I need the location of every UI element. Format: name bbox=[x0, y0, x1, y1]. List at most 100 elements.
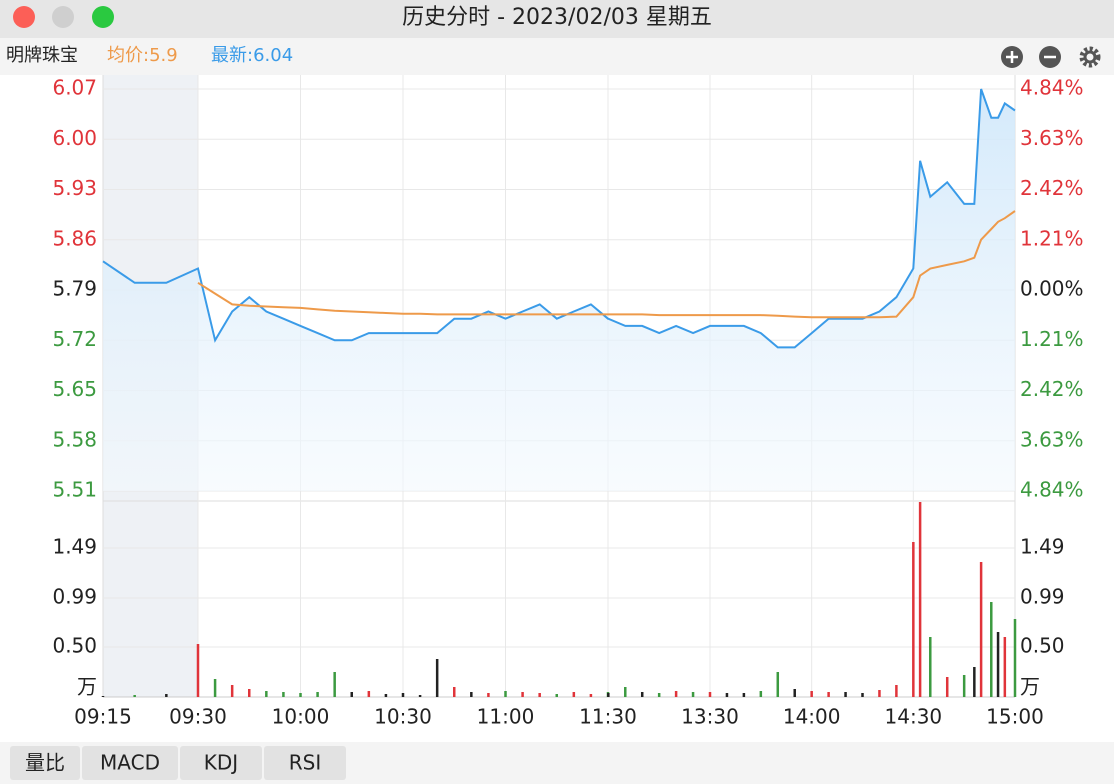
volume-bar bbox=[708, 692, 712, 697]
x-tick-label: 13:30 bbox=[681, 705, 739, 729]
x-tick-label: 10:30 bbox=[374, 705, 432, 729]
volume-bar bbox=[572, 692, 576, 697]
volume-bar bbox=[282, 692, 285, 697]
settings-button[interactable] bbox=[1079, 46, 1101, 68]
tab-background bbox=[82, 746, 178, 780]
y-tick-label: 5.79 bbox=[52, 277, 97, 301]
volume-bar bbox=[384, 694, 388, 697]
volume-bar bbox=[350, 692, 353, 697]
volume-tick-label: 1.49 bbox=[1020, 535, 1065, 559]
volume-bar bbox=[793, 689, 796, 697]
last-value: 6.04 bbox=[253, 45, 293, 66]
volume-bar bbox=[213, 679, 217, 697]
x-tick-label: 09:15 bbox=[74, 705, 132, 729]
tab[interactable]: 量比 bbox=[10, 746, 80, 780]
volume-bar bbox=[248, 689, 251, 697]
y-tick-label: 6.07 bbox=[52, 76, 97, 100]
volume-tick-label: 0.99 bbox=[1020, 585, 1065, 609]
volume-bar bbox=[133, 695, 136, 697]
volume-bar bbox=[844, 692, 847, 697]
close-button[interactable] bbox=[13, 6, 35, 28]
y-tick-label: 6.00 bbox=[52, 126, 97, 150]
stock-name: 明牌珠宝 bbox=[6, 45, 78, 66]
volume-bar bbox=[979, 562, 983, 697]
zoom-out-button[interactable] bbox=[1039, 46, 1061, 68]
volume-bar bbox=[453, 687, 456, 697]
zoom-in-button[interactable] bbox=[1001, 46, 1023, 68]
volume-bar bbox=[1003, 637, 1007, 697]
volume-tick-label: 0.50 bbox=[1020, 634, 1065, 658]
volume-bar bbox=[589, 694, 593, 697]
volume-bar bbox=[401, 693, 405, 697]
y-tick-label: 5.72 bbox=[52, 327, 97, 351]
volume-bar bbox=[810, 691, 813, 697]
volume-bar bbox=[196, 644, 200, 697]
volume-tick-label: 1.49 bbox=[52, 535, 97, 559]
y2-tick-label: 4.84% bbox=[1020, 478, 1084, 502]
volume-bar bbox=[640, 692, 644, 697]
avg-price: 均价:5.9 bbox=[107, 45, 178, 66]
y2-tick-label: 2.42% bbox=[1020, 176, 1084, 200]
volume-bar bbox=[945, 677, 949, 697]
avg-value: 5.9 bbox=[149, 45, 178, 66]
volume-bar bbox=[521, 692, 524, 697]
volume-bar bbox=[367, 691, 371, 697]
volume-bar bbox=[165, 694, 168, 697]
price-area bbox=[103, 89, 1015, 491]
last-price: 最新:6.04 bbox=[211, 45, 293, 66]
volume-bar bbox=[759, 691, 763, 697]
tab-background bbox=[180, 746, 262, 780]
volume-bar bbox=[691, 692, 695, 697]
volume-bar bbox=[538, 693, 541, 697]
volume-bar bbox=[265, 691, 268, 697]
y2-tick-label: 0.00% bbox=[1020, 277, 1084, 301]
zoom-button[interactable] bbox=[92, 6, 114, 28]
price-line bbox=[102, 88, 1016, 349]
title-bar bbox=[0, 0, 1114, 38]
chart: 6.07 6.00 5.93 5.86 5.79 5.72 5.65 5.58 5.51 4.84… bbox=[52, 75, 1084, 729]
tab[interactable]: KDJ bbox=[180, 746, 262, 780]
y-tick-label: 5.58 bbox=[52, 427, 97, 451]
y-tick-label: 5.51 bbox=[52, 478, 97, 502]
tab[interactable]: MACD bbox=[82, 746, 178, 780]
y2-tick-label: 3.63% bbox=[1020, 427, 1084, 451]
last-label: 最新: bbox=[211, 45, 253, 66]
volume-bar bbox=[990, 602, 993, 697]
volume-bar bbox=[230, 685, 234, 697]
x-tick-label: 14:00 bbox=[783, 705, 841, 729]
volume-bar bbox=[861, 693, 864, 697]
volume-bar bbox=[101, 696, 105, 697]
tabs: 量比 MACD KDJ RSI bbox=[10, 746, 346, 780]
volume-bar bbox=[725, 693, 729, 697]
y2-tick-label: 1.21% bbox=[1020, 327, 1084, 351]
minimize-button[interactable] bbox=[52, 6, 74, 28]
window-title: 历史分时 - 2023/02/03 星期五 bbox=[402, 5, 712, 30]
volume-bar bbox=[470, 692, 473, 697]
volume-bar bbox=[333, 672, 336, 697]
volume-bar bbox=[918, 502, 922, 697]
tab-label: RSI bbox=[289, 751, 322, 775]
volume-bar bbox=[674, 691, 678, 697]
y2-tick-label: 3.63% bbox=[1020, 126, 1084, 150]
tab[interactable]: RSI bbox=[264, 746, 346, 780]
volume-bar bbox=[962, 675, 966, 697]
volume-bar bbox=[435, 659, 439, 697]
x-tick-label: 10:00 bbox=[272, 705, 330, 729]
x-tick-label: 14:30 bbox=[885, 705, 943, 729]
x-tick-label: 11:00 bbox=[477, 705, 535, 729]
volume-bar bbox=[418, 695, 422, 697]
volume-unit: 万 bbox=[77, 675, 97, 699]
x-tick-label: 11:30 bbox=[579, 705, 637, 729]
average-line bbox=[197, 210, 1016, 319]
info-bar bbox=[0, 38, 1114, 75]
volume-bar bbox=[895, 685, 898, 697]
volume-bar bbox=[657, 693, 661, 697]
volume-bar bbox=[912, 542, 915, 697]
avg-label: 均价: bbox=[107, 45, 149, 66]
volume-tick-label: 0.50 bbox=[52, 634, 97, 658]
volume-bar bbox=[996, 632, 1000, 697]
volume-bar bbox=[487, 693, 490, 697]
tab-background bbox=[264, 746, 346, 780]
